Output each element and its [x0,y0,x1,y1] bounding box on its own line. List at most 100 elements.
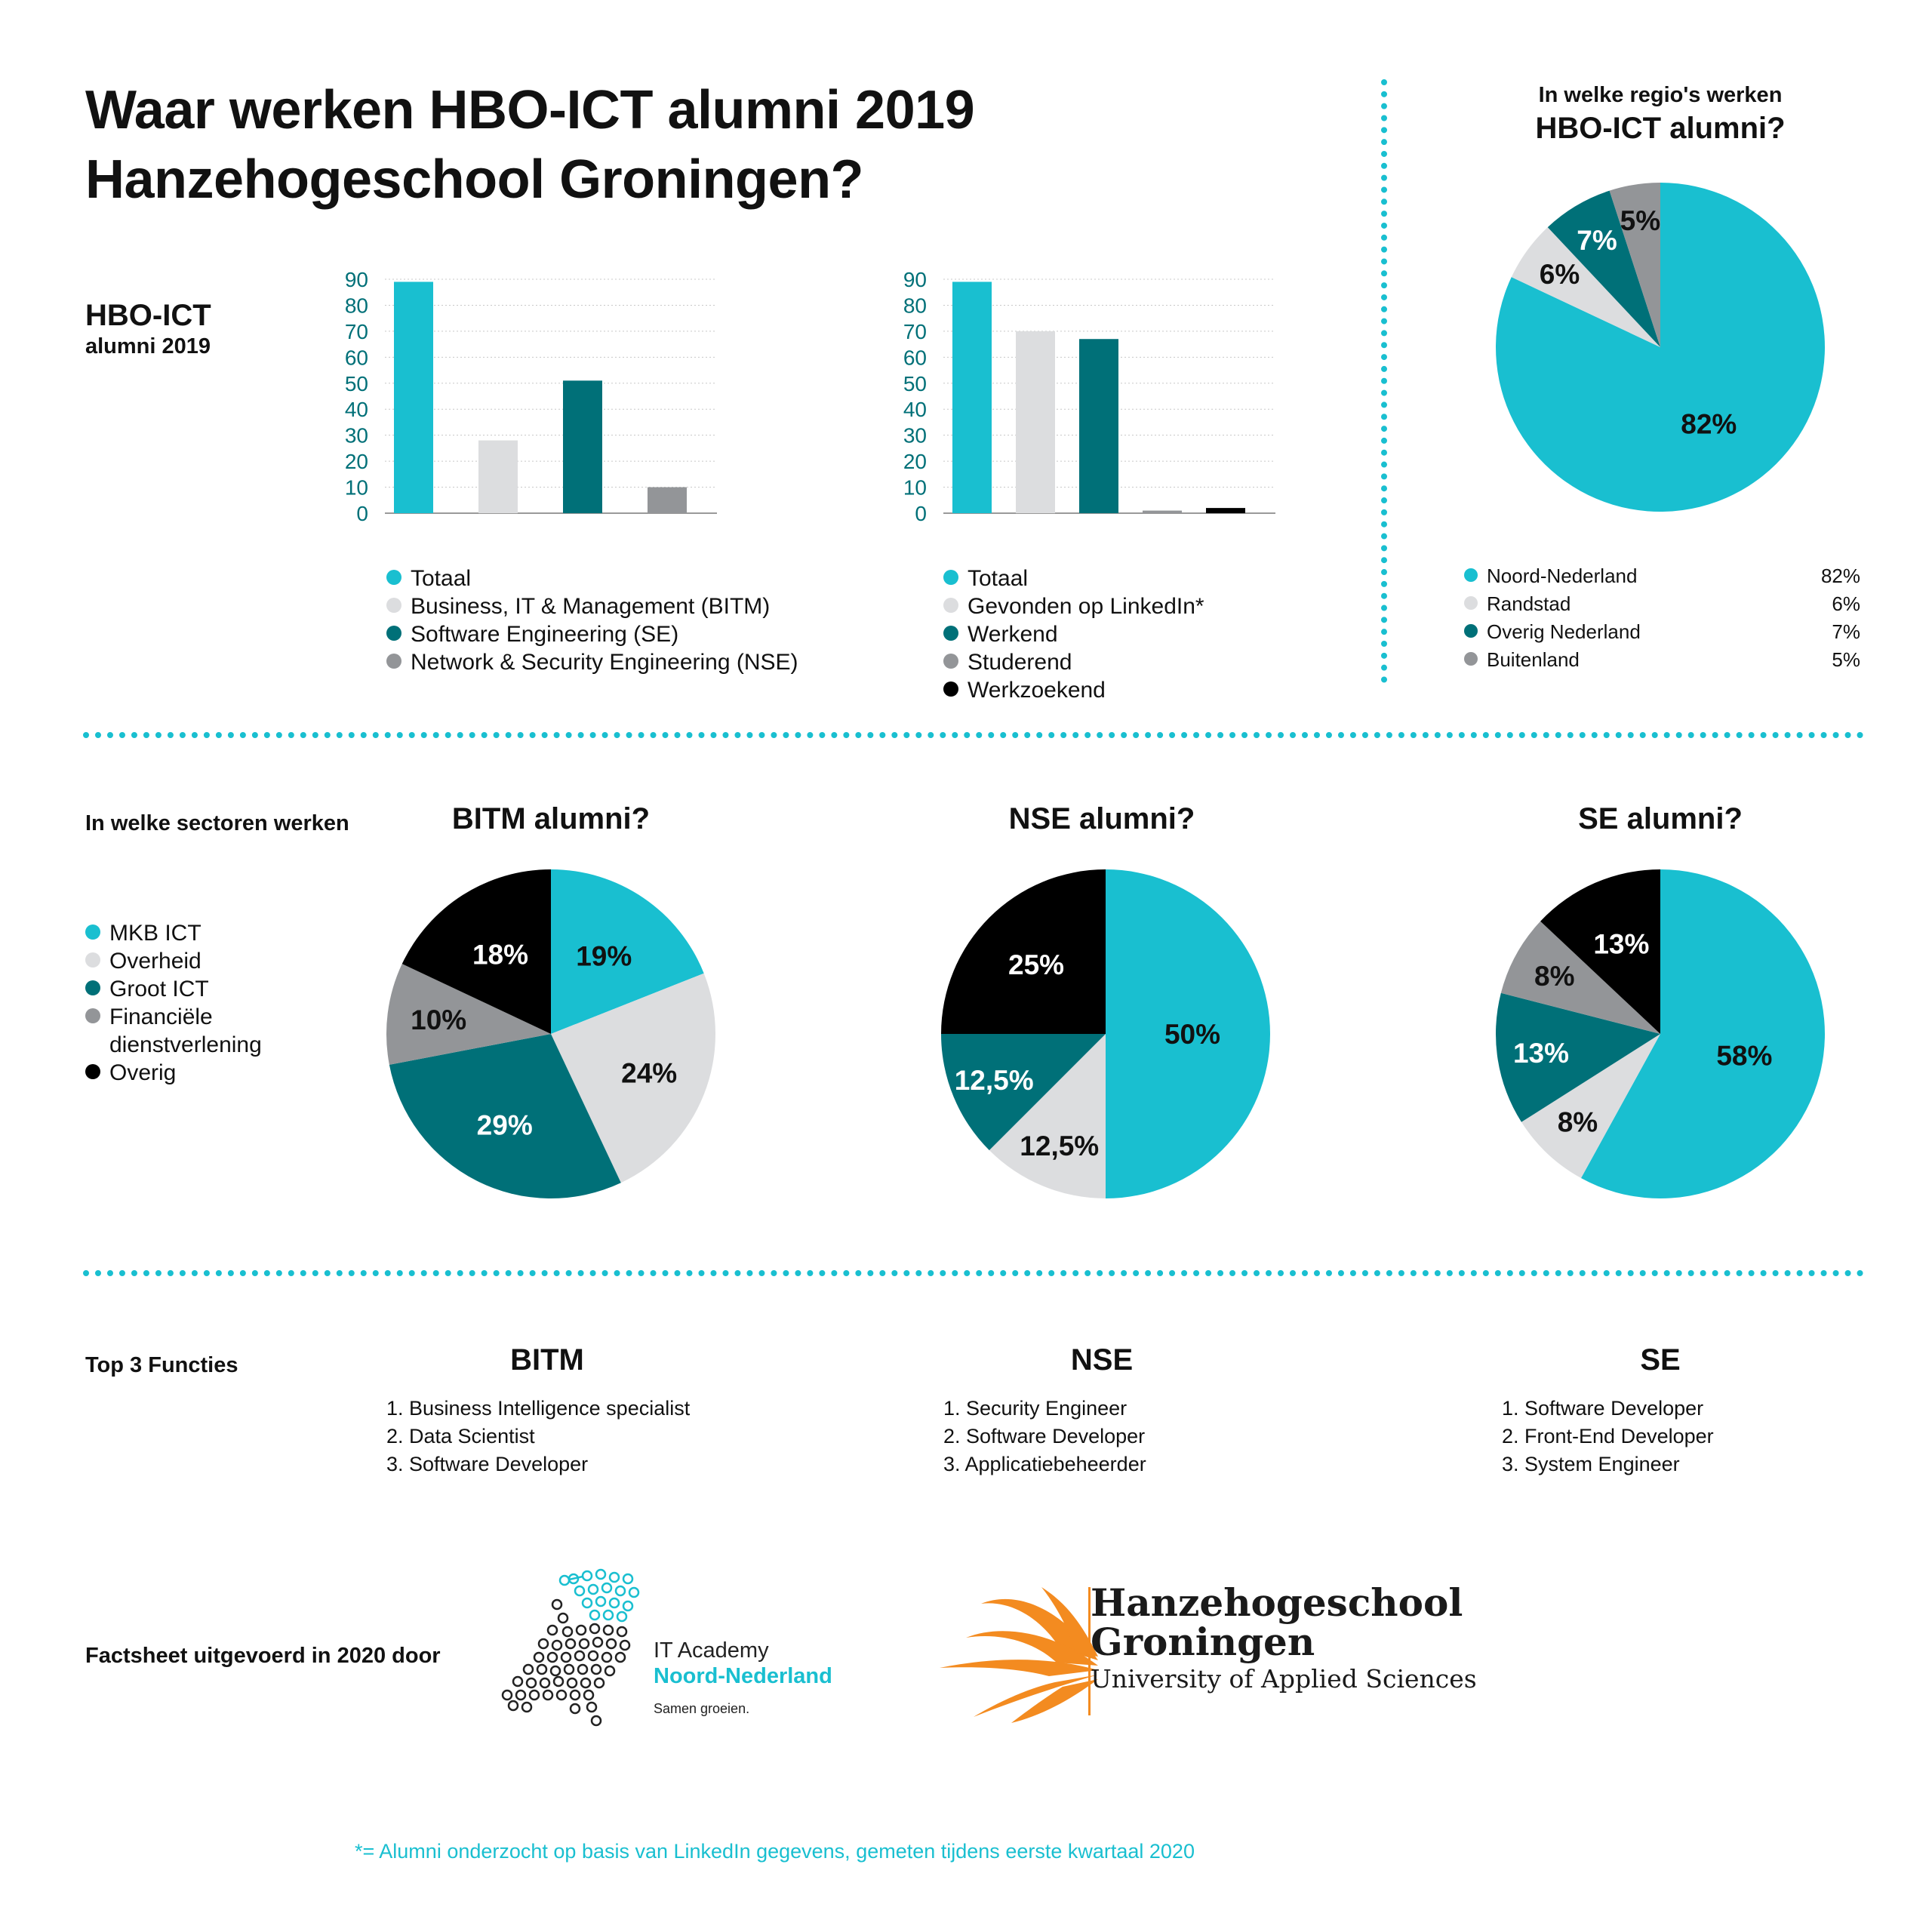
bar-chart-linkedin-tick-label: 20 [903,450,927,473]
bar-chart-linkedin-legend-item: Totaal [943,565,1204,592]
bar-chart-linkedin-legend-swatch [943,598,958,614]
map-dot [546,1651,558,1663]
bitm-pie-value-label-5: 18% [472,939,528,970]
bar-chart-programs-tick-label: 40 [345,398,368,421]
bitm-pie-value-label-4: 10% [411,1004,466,1035]
nse-pie-slice-2 [989,1034,1106,1198]
map-dot [601,1651,613,1663]
map-dot [551,1639,563,1651]
page-title-line1: Waar werken HBO-ICT alumni 2019 [85,80,975,140]
region-legend-swatch [1464,596,1478,611]
map-dot [605,1638,617,1650]
bitm-pie-slice-5 [401,869,551,1034]
region-pie-value-label-2: 6% [1540,259,1580,290]
region-pie-value-label-4: 5% [1620,205,1660,236]
region-legend-label: Noord-Nederland [1464,562,1637,590]
map-dot [507,1700,519,1712]
map-dot [583,1689,595,1701]
bar-chart-programs-legend-label: Business, IT & Management (BITM) [411,594,771,619]
map-dot [580,1677,592,1689]
se-pie-slice-1 [1580,869,1825,1198]
bitm-pie-slice-1 [551,869,704,1034]
bar-chart-programs-legend-label: Software Engineering (SE) [411,622,679,647]
nse-pie-title: NSE alumni? [1008,802,1195,835]
bitm-pie-slice-3 [389,1034,621,1198]
map-dot [590,1715,602,1727]
map-dot [622,1573,634,1585]
region-legend-item: Noord-Nederland 82% [1464,562,1860,590]
nse-pie-value-label-1: 50% [1164,1019,1220,1050]
map-dot [589,1609,601,1621]
map-dot [521,1701,533,1713]
map-dot [614,1585,626,1597]
nse-pie-value-label-3: 12,5% [955,1065,1034,1096]
bar-chart-programs-legend-swatch [386,654,401,669]
bar-chart-linkedin-tick-label: 70 [903,320,927,343]
sectors-legend-label: Overig [109,1060,177,1085]
flame-icon [940,1587,1098,1723]
map-dot [539,1677,551,1689]
hanze-line1: Hanzehogeschool [1091,1580,1463,1625]
bar-chart-programs-bar-2 [478,440,518,513]
sectors-legend: MKB ICT Overheid Groot ICT Financiële dienst… [85,919,262,1087]
horizontal-divider-top [83,732,1864,738]
region-legend-label: Buitenland [1464,646,1580,674]
bar-chart-linkedin-bar-2 [1016,331,1055,513]
map-dot [515,1689,527,1701]
bitm-pie-value-label-2: 24% [621,1058,677,1089]
functions-se-list: 1. Software Developer 2. Front-End Devel… [1502,1395,1714,1478]
nse-pie-slice-3 [941,1034,1106,1151]
sectors-legend-label: MKB ICT [109,921,202,946]
bar-chart-linkedin-legend-label: Werkzoekend [968,678,1106,703]
nse-pie-slice-4 [941,869,1106,1034]
bar-chart-linkedin-bar-1 [952,281,992,513]
page-title-line2: Hanzehogeschool Groningen? [85,149,864,210]
map-dot [522,1663,534,1675]
functions-bitm-list: 1. Business Intelligence specialist 2. D… [386,1395,690,1478]
region-pie-slice-4 [1609,183,1660,347]
sectors-legend-label: Groot ICT [109,977,209,1001]
sectors-legend-item: Overheid [85,947,262,975]
functions-nse-item-1: 1. Security Engineer [943,1397,1128,1420]
region-legend-value: 7% [1832,620,1860,643]
region-legend-item: Randstad 6% [1464,590,1860,618]
itacademy-line2: Noord-Nederland [654,1664,832,1688]
map-dot [533,1651,545,1663]
region-pie-value-label-3: 7% [1577,225,1617,256]
functions-nse-title: NSE [1070,1343,1134,1377]
bar-chart-programs-tick-label: 20 [345,450,368,473]
bar-chart-linkedin-legend-label: Totaal [968,566,1029,591]
sectors-legend-swatch [85,1008,100,1024]
functions-label: Top 3 Functies [85,1353,238,1377]
map-dot [512,1675,524,1687]
map-dot [628,1586,640,1598]
se-pie-slice-3 [1496,992,1660,1122]
region-legend-text: Randstad [1487,592,1571,615]
bitm-pie-chart: 19% 24% 29% 10% 18% [386,869,715,1198]
bar-chart-programs-legend-item: Totaal [386,565,798,592]
map-dot [575,1624,587,1636]
map-dot [552,1675,565,1687]
functions-bitm-item-3: 3. Software Developer [386,1453,589,1475]
bar-chart-linkedin-legend-label: Gevonden op LinkedIn* [968,594,1204,619]
map-dot [614,1651,626,1663]
map-dot [602,1624,614,1636]
bar-chart-programs-legend-item: Software Engineering (SE) [386,620,798,648]
region-legend-swatch [1464,624,1478,638]
map-dot [525,1677,537,1689]
functions-bitm-item-2: 2. Data Scientist [386,1425,535,1447]
map-dot [581,1570,593,1582]
bar-chart-linkedin-tick-label: 90 [903,268,927,291]
horizontal-divider-bottom [83,1270,1864,1276]
bar-chart-linkedin-bar-3 [1079,339,1118,513]
bar-chart-linkedin-legend-item: Werkend [943,620,1204,648]
map-dot [608,1597,620,1609]
map-dot [589,1623,601,1635]
functions-nse-item-2: 2. Software Developer [943,1425,1146,1447]
region-legend-text: Noord-Nederland [1487,565,1638,587]
bar-chart-linkedin-legend-label: Werkend [968,622,1058,647]
map-dot [574,1585,586,1597]
bar-chart-linkedin-tick-label: 60 [903,346,927,369]
map-dot [558,1574,571,1586]
bar-chart-programs-bar-3 [563,380,602,513]
